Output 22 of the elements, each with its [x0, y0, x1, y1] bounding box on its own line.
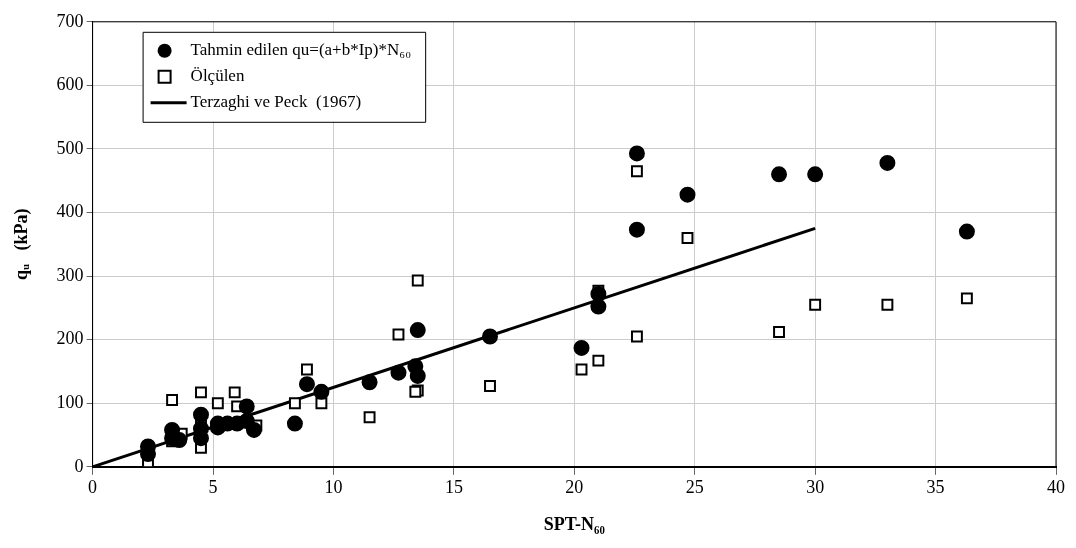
y-tick-label: 700	[56, 10, 84, 31]
y-axis-title: qᵤ (kPa)	[11, 208, 33, 280]
x-tick-label: 25	[685, 477, 704, 498]
x-tick-label: 35	[926, 477, 945, 498]
y-tick-label: 200	[56, 328, 84, 349]
y-tick-label: 600	[56, 74, 84, 95]
x-tick-label: 20	[565, 477, 584, 498]
x-tick-label: 15	[444, 477, 463, 498]
x-tick-label: 5	[208, 477, 218, 498]
legend-label: Tahmin edilen qu=(a+b*Ip)*N₆₀	[190, 40, 412, 60]
y-tick-label: 500	[56, 137, 84, 158]
x-tick-label: 0	[88, 477, 98, 498]
legend-label: Terzaghi ve Peck (1967)	[190, 92, 362, 112]
y-tick-label: 100	[56, 391, 84, 412]
y-tick-label: 400	[56, 201, 84, 222]
x-tick-label: 40	[1047, 477, 1065, 498]
x-axis-title: SPT-N₆₀	[543, 513, 605, 534]
y-tick-label: 300	[56, 264, 84, 285]
y-tick-label: 0	[74, 455, 84, 476]
x-tick-label: 10	[324, 477, 343, 498]
legend-label: Ölçülen	[190, 66, 245, 86]
x-tick-label: 30	[806, 477, 825, 498]
